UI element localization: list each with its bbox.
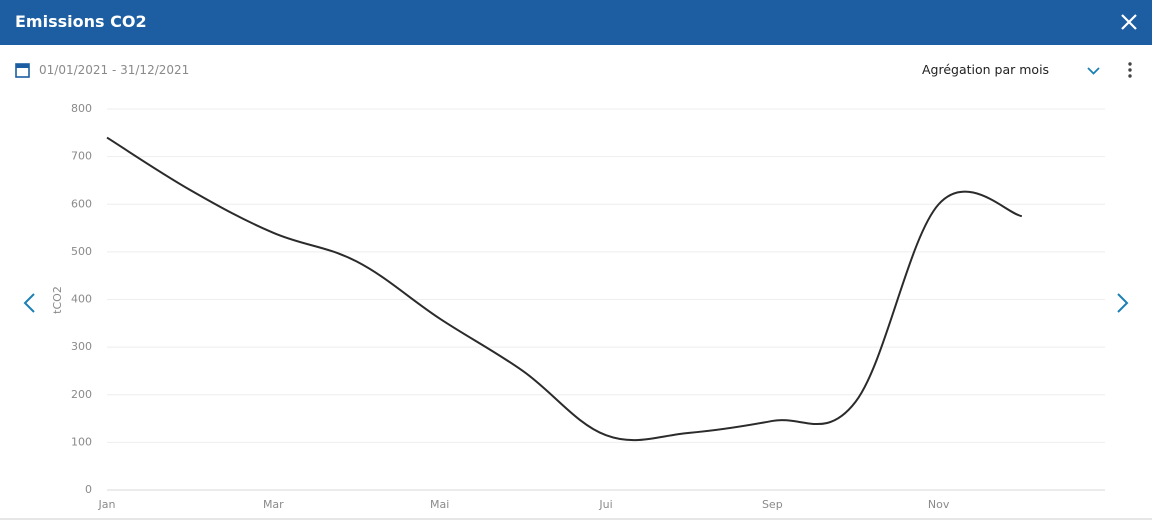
y-tick-label: 800 [71, 102, 92, 115]
chart: tCO2 0 100 200 300 400 500 600 700 800 Jan Mar Mai J… [51, 102, 1105, 511]
bottom-border [0, 518, 1152, 520]
y-tick-label: 100 [71, 435, 92, 448]
y-tick-label: 200 [71, 388, 92, 401]
header: Emissions CO2 [0, 0, 1152, 45]
y-tick-label: 500 [71, 245, 92, 258]
dropdown-chevron[interactable] [1086, 65, 1102, 77]
y-tick-label: 400 [71, 293, 92, 306]
close-button[interactable] [1120, 13, 1138, 31]
aggregation-select[interactable]: Agrégation par mois [922, 62, 1050, 77]
next-arrow[interactable] [1114, 292, 1132, 314]
x-tick-label: Jan [98, 498, 116, 511]
line-series [106, 136, 1023, 442]
y-axis-label: tCO2 [51, 286, 64, 314]
y-tick-label: 700 [71, 150, 92, 163]
x-tick-label: Mar [263, 498, 284, 511]
y-tick-label: 600 [71, 197, 92, 210]
prev-arrow[interactable] [20, 292, 38, 314]
x-tick-label: Jui [598, 498, 612, 511]
x-tick-label: Sep [762, 498, 783, 511]
date-range[interactable]: 01/01/2021 - 31/12/2021 [39, 63, 190, 77]
y-tick-label: 0 [85, 483, 92, 496]
x-tick-label: Mai [430, 498, 449, 511]
y-tick-label: 300 [71, 340, 92, 353]
modal-title: Emissions CO2 [15, 12, 147, 31]
x-tick-label: Nov [928, 498, 950, 511]
calendar-icon[interactable] [15, 63, 31, 79]
more-menu[interactable] [1125, 61, 1135, 79]
